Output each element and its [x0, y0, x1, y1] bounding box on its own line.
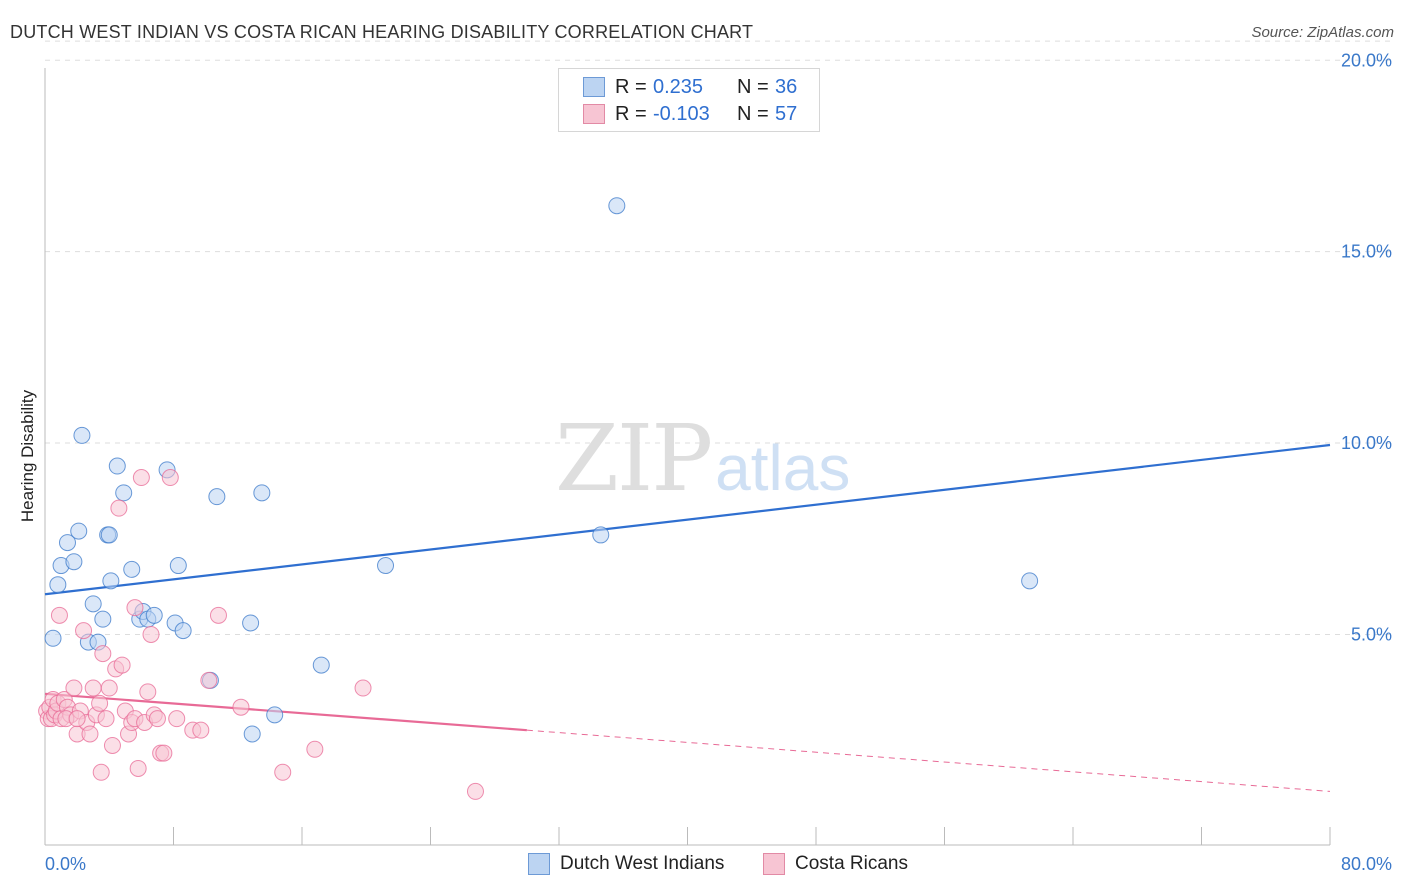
costa-rican-point	[100, 679, 118, 697]
x-tick-label-min: 0.0%	[45, 854, 86, 874]
y-tick-label: 5.0%	[1351, 624, 1392, 644]
dutch-west-indian-point	[169, 557, 187, 575]
dutch-west-indian-point	[312, 656, 330, 674]
costa-rican-point	[161, 469, 179, 487]
dutch-west-indian-point	[49, 576, 67, 594]
legend-r-label: R =	[615, 75, 647, 98]
gridlines	[45, 40, 1395, 635]
costa-rican-point	[306, 740, 324, 758]
costa-rican-point	[75, 622, 93, 640]
trendline-dutch-west-indians	[44, 443, 1331, 596]
series-legend-costa-ricans: Costa Ricans	[763, 852, 908, 876]
legend-n-value: 57	[775, 102, 798, 125]
legend-swatch-pink	[583, 104, 605, 124]
legend-r-value: -0.103	[653, 102, 710, 125]
costa-rican-point	[192, 721, 210, 739]
dutch-west-indian-point	[123, 560, 141, 578]
legend-r-value: 0.235	[653, 75, 704, 98]
dutch-west-indian-point	[70, 522, 88, 540]
costa-rican-point	[50, 606, 68, 624]
series-swatch-pink	[763, 853, 785, 875]
dutch-west-indian-point	[174, 622, 192, 640]
dutch-west-indian-point	[84, 595, 102, 613]
costa-rican-point	[354, 679, 372, 697]
costa-rican-point	[466, 782, 484, 800]
costa-rican-point	[68, 710, 86, 728]
trendline-costa-ricans-extrapolated	[526, 729, 1331, 792]
costa-rican-point	[209, 606, 227, 624]
y-tick-label: 10.0%	[1341, 433, 1392, 453]
costa-rican-point	[103, 736, 121, 754]
costa-rican-point	[91, 694, 109, 712]
costa-rican-point	[113, 656, 131, 674]
legend-row-costa-ricans: R = -0.103 N = 57	[583, 102, 797, 126]
dutch-west-indian-point	[1021, 572, 1039, 590]
series-legend-dutch-west-indians: Dutch West Indians	[528, 852, 724, 876]
costa-rican-point	[232, 698, 250, 716]
costa-rican-point	[148, 710, 166, 728]
costa-rican-point	[92, 763, 110, 781]
dutch-west-indian-point	[608, 197, 626, 215]
dutch-west-indian-point	[208, 488, 226, 506]
dutch-west-indian-point	[102, 572, 120, 590]
costa-rican-point	[168, 710, 186, 728]
axes	[44, 68, 1331, 846]
dutch-west-indian-point	[243, 725, 261, 743]
costa-rican-point	[110, 499, 128, 517]
data-points	[38, 197, 1039, 800]
correlation-legend: R = 0.235 N = 36 R = -0.103 N = 57	[558, 68, 820, 132]
trendlines	[44, 443, 1331, 792]
dutch-west-indian-point	[242, 614, 260, 632]
dutch-west-indian-point	[65, 553, 83, 571]
dutch-west-indian-point	[266, 706, 284, 724]
costa-rican-point	[97, 710, 115, 728]
legend-n-value: 36	[775, 75, 798, 98]
costa-rican-point	[200, 671, 218, 689]
costa-rican-point	[94, 645, 112, 663]
dutch-west-indian-point	[108, 457, 126, 475]
series-swatch-blue	[528, 853, 550, 875]
dutch-west-indian-point	[377, 557, 395, 575]
costa-rican-point	[155, 744, 173, 762]
watermark: ZIPatlas	[555, 405, 850, 512]
costa-rican-point	[81, 725, 99, 743]
chart-title: DUTCH WEST INDIAN VS COSTA RICAN HEARING…	[10, 22, 754, 42]
costa-rican-point	[126, 599, 144, 617]
y-tick-label: 15.0%	[1341, 242, 1392, 262]
legend-row-dutch-west-indians: R = 0.235 N = 36	[583, 75, 797, 99]
dutch-west-indian-point	[100, 526, 118, 544]
dutch-west-indian-point	[94, 610, 112, 628]
dutch-west-indian-point	[58, 534, 76, 552]
tick-labels: 5.0% 10.0% 15.0% 20.0% 0.0% 80.0%	[45, 50, 1392, 874]
series-name: Costa Ricans	[795, 853, 908, 874]
dutch-west-indian-point	[145, 606, 163, 624]
dutch-west-indian-point	[253, 484, 271, 502]
x-tick-label-max: 80.0%	[1341, 854, 1392, 874]
series-name: Dutch West Indians	[560, 853, 725, 874]
legend-swatch-blue	[583, 77, 605, 97]
costa-rican-point	[129, 759, 147, 777]
costa-rican-point	[274, 763, 292, 781]
costa-rican-point	[84, 679, 102, 697]
dutch-west-indian-point	[592, 526, 610, 544]
y-tick-label: 20.0%	[1341, 50, 1392, 70]
costa-rican-point	[142, 625, 160, 643]
watermark-zip: ZIP	[555, 405, 713, 512]
costa-rican-point	[132, 469, 150, 487]
legend-n-label: N =	[737, 102, 769, 125]
costa-rican-point	[139, 683, 157, 701]
source-label: Source: ZipAtlas.com	[1251, 24, 1394, 41]
costa-rican-point	[65, 679, 83, 697]
legend-n-label: N =	[737, 75, 769, 98]
dutch-west-indian-point	[115, 484, 133, 502]
trendline-costa-ricans	[44, 692, 527, 732]
dutch-west-indian-point	[73, 426, 91, 444]
watermark-atlas: atlas	[715, 432, 851, 504]
legend-r-label: R =	[615, 102, 647, 125]
dutch-west-indian-point	[44, 629, 62, 647]
